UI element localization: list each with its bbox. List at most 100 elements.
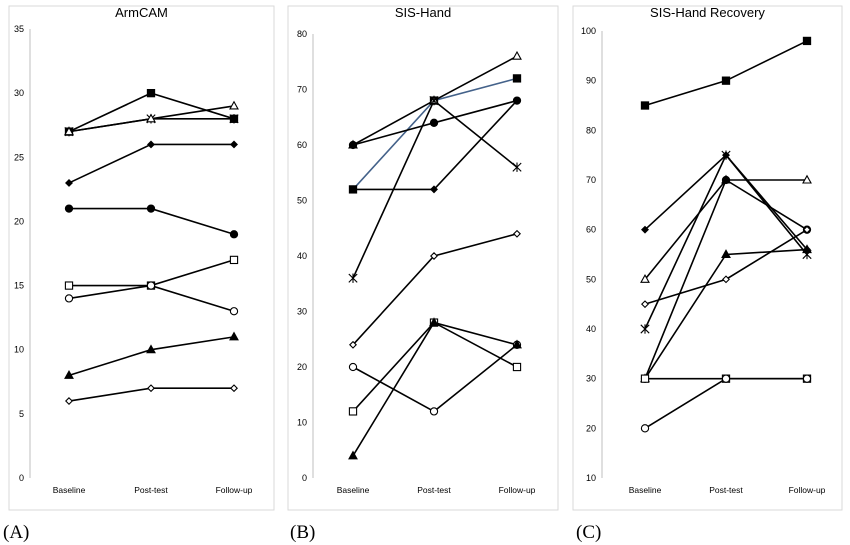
data-point-diamond-open [65, 397, 73, 406]
data-point-diamond-filled [430, 185, 438, 194]
panel-frame [8, 5, 275, 511]
y-tick-label: 20 [297, 362, 307, 372]
data-point-triangle-open [146, 113, 156, 123]
y-tick-label: 0 [302, 473, 307, 483]
data-point-diamond-filled [147, 140, 155, 149]
data-point-diamond-filled [65, 178, 73, 187]
data-point-diamond-open [147, 384, 155, 393]
data-point-diamond-open [641, 300, 649, 309]
data-point-square-filled [512, 74, 522, 83]
data-point-triangle-open [640, 274, 650, 283]
panel-label: (C) [576, 522, 601, 543]
data-point-circle-open [348, 362, 358, 372]
y-tick-label: 0 [19, 473, 24, 483]
data-point-triangle-filled [429, 317, 439, 327]
series-line-9 [644, 377, 807, 430]
data-point-triangle-filled [802, 244, 812, 254]
y-tick-label: 40 [586, 324, 596, 334]
series-line-1 [352, 77, 518, 190]
series-line-1 [68, 92, 235, 133]
data-point-triangle-filled [721, 249, 731, 259]
y-tick-label: 10 [14, 345, 24, 355]
y-tick-label: 35 [14, 24, 24, 34]
series-line-4 [68, 143, 234, 184]
series-line-5 [644, 248, 808, 380]
data-point-circle-filled [229, 230, 239, 239]
y-tick-label: 30 [297, 307, 307, 317]
data-point-circle-filled [348, 140, 358, 150]
y-tick-label: 80 [297, 29, 307, 39]
x-tick-label: Post-test [709, 485, 743, 495]
data-point-circle-filled [64, 204, 74, 213]
y-tick-label: 60 [297, 140, 307, 150]
data-point-triangle-filled [64, 370, 74, 379]
data-point-square-open [64, 281, 74, 290]
x-tick-label: Follow-up [499, 485, 536, 495]
data-point-diamond-filled [513, 96, 521, 105]
data-point-square-open [512, 362, 522, 372]
data-point-circle-open [64, 294, 74, 303]
data-point-square-filled [146, 88, 156, 98]
x-tick-label: Follow-up [216, 485, 253, 495]
y-tick-label: 80 [586, 125, 596, 135]
series-line-8 [68, 336, 235, 377]
data-point-diamond-filled [349, 185, 357, 194]
data-point-triangle-filled [229, 331, 239, 341]
chart-title: SIS-Hand Recovery [650, 5, 765, 20]
y-tick-label: 40 [297, 251, 307, 261]
series-line-9 [352, 321, 518, 457]
data-point-triangle-open [512, 50, 522, 60]
data-point-diamond-open [803, 225, 811, 234]
data-point-diamond-filled [641, 225, 649, 234]
y-tick-label: 5 [19, 409, 24, 419]
x-tick-label: Follow-up [789, 485, 826, 495]
data-point-square-open [640, 374, 650, 383]
data-point-diamond-open [722, 275, 730, 284]
y-tick-label: 20 [586, 423, 596, 433]
data-point-circle-open [229, 307, 239, 316]
data-point-circle-open [640, 424, 650, 433]
data-point-diamond-open [513, 229, 521, 238]
data-point-diamond-open [430, 252, 438, 260]
data-point-circle-filled [146, 204, 156, 213]
data-point-square-open [348, 407, 358, 416]
data-point-triangle-filled [348, 450, 358, 460]
chart-title: SIS-Hand [395, 5, 451, 20]
x-tick-label: Baseline [629, 485, 662, 495]
chart-panel-2: SIS-Hand 0 10 20 30 40 50 60 70 80 Baseline Post-te… [287, 5, 559, 543]
data-point-circle-open [802, 374, 812, 383]
data-point-circle-filled [721, 175, 731, 185]
series-line-3 [644, 154, 808, 251]
data-point-triangle-open [64, 126, 74, 136]
chart-panel-3: SIS-Hand Recovery 10 20 30 40 50 60 70 80 90 100 Ba… [572, 5, 843, 543]
data-point-circle-open [146, 281, 156, 290]
y-tick-label: 20 [14, 216, 24, 226]
x-tick-label: Baseline [337, 485, 370, 495]
panel-frame [572, 5, 843, 511]
data-point-diamond-open [230, 384, 238, 393]
data-point-square-filled [721, 76, 731, 85]
data-point-x-cross [429, 95, 439, 106]
x-tick-label: Baseline [53, 485, 86, 495]
data-point-circle-open [429, 407, 439, 416]
data-point-square-open [229, 255, 239, 265]
y-tick-label: 25 [14, 152, 24, 162]
data-point-square-filled [802, 36, 812, 46]
data-point-circle-filled [429, 118, 439, 127]
y-tick-label: 30 [586, 374, 596, 384]
data-point-circle-open [721, 374, 731, 383]
data-point-triangle-filled [512, 339, 522, 349]
panel-label: (B) [290, 522, 315, 543]
x-tick-label: Post-test [417, 485, 451, 495]
data-point-x-cross [348, 273, 358, 283]
y-tick-label: 70 [297, 85, 307, 95]
series-line-8 [352, 344, 518, 413]
series-line-7 [352, 321, 518, 412]
y-tick-label: 60 [586, 225, 596, 235]
y-tick-label: 50 [586, 274, 596, 284]
data-point-diamond-filled [722, 151, 730, 160]
y-tick-label: 70 [586, 175, 596, 185]
data-point-x-cross [512, 162, 522, 172]
y-tick-label: 100 [581, 26, 596, 36]
